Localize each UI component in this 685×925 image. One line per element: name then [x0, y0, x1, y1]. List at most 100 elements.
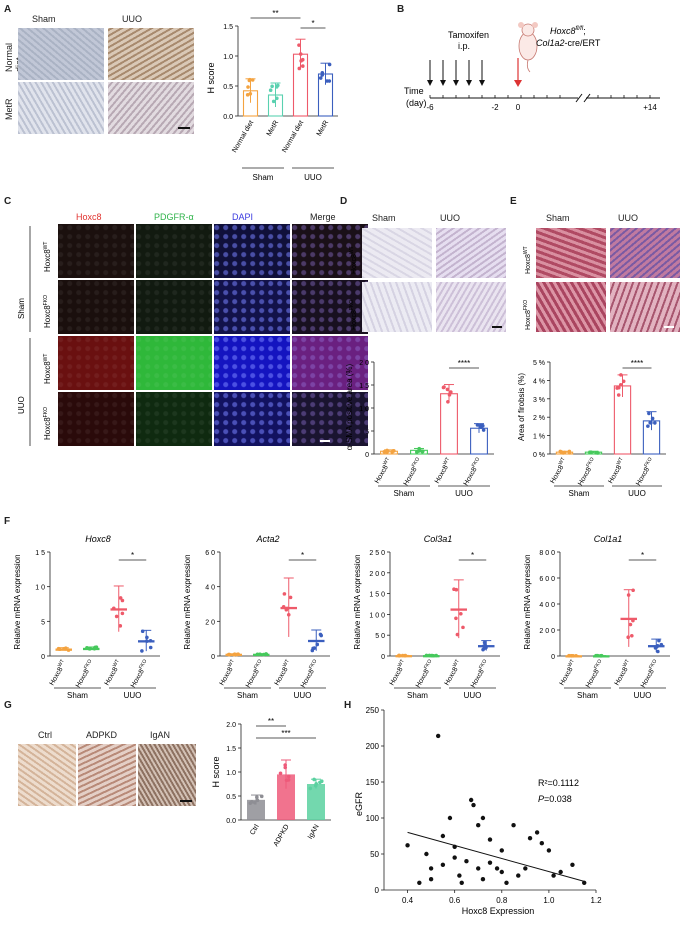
e-micrograph-uuo-wt: [610, 228, 680, 278]
a-micrograph-uuo-metr: [108, 82, 194, 134]
e-point: [621, 379, 626, 384]
d-point: [446, 399, 450, 404]
e-point: [648, 420, 653, 425]
f-point: [459, 612, 463, 616]
b-axis-break: [583, 93, 591, 103]
h-point: [405, 843, 410, 848]
panel-label-e: E: [510, 196, 517, 207]
e-row-fko: Hoxc8FKO: [523, 300, 532, 330]
d-group-label: UUO: [455, 489, 473, 498]
f-ytick-label: 0: [381, 654, 385, 661]
e-category-label: Hoxc8WT: [606, 457, 628, 485]
f-point: [315, 642, 320, 647]
d-micrograph-uuo-wt: [436, 228, 506, 278]
b-tamoxifen-label: Tamoxifen: [448, 30, 489, 40]
e-ytick-label: 3 %: [533, 397, 545, 404]
e-point: [589, 450, 593, 455]
c-header-2: DAPI: [232, 212, 254, 222]
d-ytick-label: 0: [365, 452, 369, 459]
a-ytick-label: 0.5: [223, 84, 233, 91]
h-xtick-label: 1.0: [543, 896, 555, 905]
f-point: [454, 616, 458, 621]
b-injection-arrows: [427, 58, 522, 87]
b-arrow-head: [466, 80, 472, 86]
e-ytick-label: 5 %: [533, 360, 545, 367]
a-category-label: MetR: [266, 120, 280, 138]
g-ytick-label: 0.0: [226, 818, 236, 825]
d-col-uuo: UUO: [440, 213, 460, 223]
f-sig-label: *: [641, 551, 644, 560]
f-point: [567, 653, 571, 658]
e-col-sham: Sham: [546, 213, 570, 223]
a-point: [270, 84, 274, 89]
h-point: [452, 855, 457, 860]
d-point: [385, 448, 389, 453]
a-group-label: Sham: [253, 173, 274, 182]
d-group-label: Sham: [394, 489, 415, 498]
f-point: [281, 604, 286, 609]
f-chart-plot: 02 04 06 0Hoxc8WTHoxc8FKOHoxc8WTHoxc8FKO…: [205, 550, 330, 700]
e-point: [650, 416, 655, 421]
c-image-r1-c3: [292, 280, 368, 334]
panel-label-a: A: [4, 4, 12, 15]
g-ytick-label: 1.0: [226, 770, 236, 777]
h-point: [511, 823, 516, 828]
d-ytick-label: 5: [365, 429, 369, 436]
f-chart-ylabel: Relative mRNA expression: [13, 554, 22, 649]
h-fit-line: [407, 831, 585, 882]
f-ytick-label: 2 0 0: [369, 571, 385, 578]
h-xtick-label: 1.2: [590, 896, 602, 905]
f-point: [653, 646, 658, 650]
d-point: [480, 423, 485, 428]
c-image-r0-c3: [292, 224, 368, 278]
f-group-label: UUO: [464, 691, 482, 700]
b-ip-label: i.p.: [458, 41, 470, 51]
e-micrograph-sham-fko: [536, 282, 606, 332]
f-point: [482, 640, 487, 645]
e-category-label: Hoxc8FKO: [633, 456, 656, 487]
f-point: [140, 649, 144, 653]
h-point: [527, 835, 533, 841]
c-image-r2-c0: [58, 336, 134, 390]
b-arrow-head: [479, 80, 485, 86]
h-xtick-label: 0.8: [496, 896, 508, 905]
f-ytick-label: 1 0 0: [369, 612, 385, 619]
d-row-labels: Hoxc8WT Hoxc8FKO: [349, 246, 358, 330]
d-row-wt: Hoxc8WT: [349, 246, 358, 274]
f-ytick-label: 6 0: [205, 550, 215, 557]
b-genotype-line2: Col1a2-cre/ERT: [536, 38, 601, 48]
e-point: [567, 451, 572, 455]
e-sig-label: ****: [631, 359, 643, 368]
h-point: [499, 848, 504, 853]
g-point: [308, 786, 313, 791]
f-ytick-label: 5 0: [375, 633, 385, 640]
e-category-label: Hoxc8WT: [548, 457, 570, 485]
f-point: [657, 638, 661, 643]
d-point: [449, 390, 453, 394]
h-point: [480, 877, 486, 882]
f-point: [118, 624, 123, 628]
h-point: [417, 880, 422, 885]
f-group-label: Sham: [407, 691, 428, 700]
f-category-label: Hoxc8WT: [387, 659, 409, 687]
c-header-0: Hoxc8: [76, 212, 102, 222]
f-ytick-label: 1 5 0: [369, 592, 385, 599]
a-point: [275, 96, 279, 101]
e-point: [616, 393, 621, 397]
c-row-genotype: Hoxc8FKO: [43, 407, 52, 440]
f-category-label: Hoxc8FKO: [413, 658, 436, 689]
c-group-sham: Sham: [17, 298, 26, 319]
f-point: [483, 643, 487, 648]
f-point: [631, 618, 635, 623]
b-day-label: (day): [406, 98, 427, 108]
b-timeline-diagram: Tamoxifen i.p. Hoxc8fl/fl; Col1a2-cre/ER…: [404, 22, 660, 112]
c-image-r3-c3: [292, 392, 368, 446]
c-scale-bar: [320, 440, 330, 442]
g-sig-label: **: [268, 717, 274, 726]
e-ytick-label: 4 %: [533, 378, 545, 385]
h-point: [457, 873, 462, 878]
d-point: [414, 450, 419, 454]
h-scatter-chart: eGFR Hoxc8 Expression R²=0.1112 P=0.038 …: [354, 706, 602, 916]
d-category-label: Hoxc8FKO: [461, 456, 484, 487]
a-col-sham: Sham: [32, 14, 56, 24]
